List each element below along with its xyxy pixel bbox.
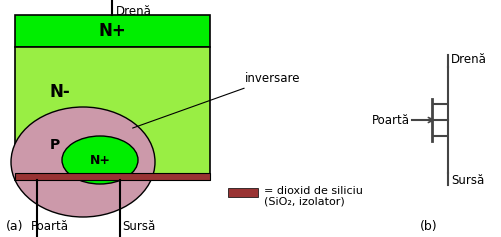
Text: Sursă: Sursă <box>122 220 155 233</box>
Text: N+: N+ <box>89 154 110 167</box>
Bar <box>15 15 209 47</box>
Text: P: P <box>50 138 60 152</box>
Text: Sursă: Sursă <box>450 174 483 187</box>
Text: N-: N- <box>50 83 70 101</box>
Text: N+: N+ <box>98 22 126 40</box>
Text: Drenă: Drenă <box>450 53 486 65</box>
Text: (SiO₂, izolator): (SiO₂, izolator) <box>264 197 344 207</box>
Text: Poartă: Poartă <box>31 220 69 233</box>
Text: inversare: inversare <box>132 72 300 128</box>
Ellipse shape <box>62 136 138 184</box>
Bar <box>15 47 209 180</box>
Text: = dioxid de siliciu: = dioxid de siliciu <box>264 186 362 196</box>
Text: Drenă: Drenă <box>116 5 152 18</box>
Text: (a): (a) <box>6 220 24 233</box>
Bar <box>15 173 209 180</box>
Text: Poartă: Poartă <box>371 114 409 127</box>
Text: (b): (b) <box>419 220 437 233</box>
Ellipse shape <box>11 107 155 217</box>
Bar <box>227 188 258 197</box>
